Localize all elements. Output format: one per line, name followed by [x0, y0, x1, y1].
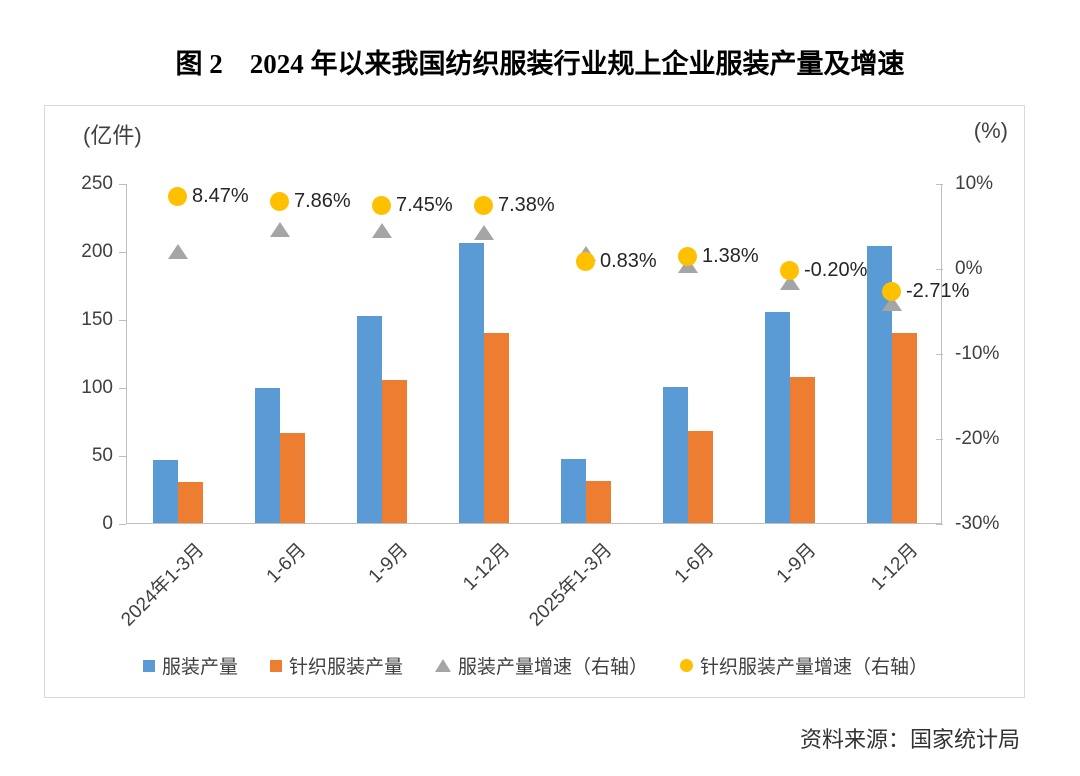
right-axis-tick-label: -10% — [955, 343, 1000, 364]
bar-apparel-output — [561, 459, 586, 523]
legend-label-knitted-growth: 针织服装产量增速（右轴） — [700, 657, 929, 678]
right-axis-tick-label: -30% — [955, 513, 1000, 534]
left-axis-tick-label: 0 — [102, 513, 113, 534]
knitted-growth-circle-marker — [678, 247, 697, 267]
knitted-growth-data-label: 7.38% — [498, 194, 555, 217]
left-axis-tick — [119, 251, 126, 253]
knitted-growth-data-label: -0.20% — [804, 258, 868, 281]
bar-apparel-output — [663, 387, 688, 523]
bar-knitted-output — [382, 380, 407, 523]
chart-panel: (亿件) (%) 250 200 150 100 50 0 10% 0% -10% -20% -30… — [44, 105, 1025, 698]
apparel-growth-triangle-marker — [474, 225, 494, 241]
left-axis-tick-label: 150 — [81, 309, 113, 330]
legend: 服装产量 针织服装产量 服装产量增速（右轴） 针织服装产量增速（右轴） — [45, 652, 1026, 679]
right-axis-tick — [936, 438, 943, 440]
right-axis-tick — [936, 183, 943, 185]
gray-triangle-icon — [435, 659, 451, 672]
left-axis-tick-label: 100 — [81, 377, 113, 398]
data-source-note: 资料来源：国家统计局 — [799, 727, 1020, 752]
bar-knitted-output — [586, 480, 611, 523]
apparel-growth-triangle-marker — [372, 222, 392, 238]
right-axis-unit: (%) — [973, 118, 1008, 143]
knitted-growth-circle-marker — [372, 195, 391, 215]
legend-item-apparel-growth: 服装产量增速（右轴） — [435, 652, 648, 679]
bar-knitted-output — [484, 332, 509, 523]
knitted-growth-data-label: 8.47% — [192, 185, 249, 207]
left-axis-tick — [119, 183, 126, 185]
apparel-growth-triangle-marker — [168, 244, 188, 259]
right-axis-tick — [936, 523, 943, 525]
bar-apparel-output — [459, 242, 484, 523]
bar-knitted-output — [280, 433, 305, 523]
left-axis-tick — [119, 455, 126, 457]
left-axis-tick-label: 250 — [81, 173, 113, 194]
left-axis-tick — [119, 387, 126, 389]
figure-title: 图 2 2024 年以来我国纺织服装行业规上企业服装产量及增速 — [175, 49, 905, 79]
bar-knitted-output — [688, 430, 713, 523]
knitted-growth-circle-marker — [576, 251, 595, 271]
bar-apparel-output — [765, 312, 790, 523]
plot-area: 250 200 150 100 50 0 10% 0% -10% -20% -30% 8.47% 7.8… — [81, 173, 999, 631]
bar-apparel-output — [153, 460, 178, 523]
knitted-growth-data-label: -2.71% — [906, 280, 970, 303]
bar-knitted-output — [892, 332, 917, 523]
legend-item-knitted-growth: 针织服装产量增速（右轴） — [680, 652, 928, 679]
knitted-growth-data-label: 0.83% — [600, 249, 657, 272]
orange-square-icon — [269, 659, 282, 672]
legend-label-knitted-output: 针织服装产量 — [288, 657, 403, 678]
blue-square-icon — [142, 659, 155, 672]
x-axis-category-label: 2024年1-3月 — [117, 539, 209, 631]
knitted-growth-circle-marker — [882, 282, 901, 302]
x-axis-category-label: 1-6月 — [262, 539, 311, 588]
yellow-circle-icon — [680, 659, 694, 672]
bar-knitted-output — [790, 377, 815, 523]
bar-knitted-output — [178, 482, 203, 523]
legend-label-apparel-output: 服装产量 — [161, 657, 238, 678]
legend-item-apparel-output: 服装产量 — [142, 652, 238, 679]
knitted-growth-circle-marker — [270, 192, 289, 212]
x-axis-category-label: 2025年1-3月 — [525, 539, 617, 631]
left-axis-tick — [119, 319, 126, 321]
legend-item-knitted-output: 针织服装产量 — [269, 652, 403, 679]
left-axis-tick-label: 200 — [81, 241, 113, 262]
x-axis-category-label: 1-6月 — [670, 539, 719, 588]
knitted-growth-circle-marker — [474, 196, 493, 216]
x-axis-category-label: 1-12月 — [867, 539, 923, 595]
knitted-growth-circle-marker — [168, 187, 187, 206]
knitted-growth-data-label: 7.45% — [396, 193, 453, 216]
right-axis-tick — [936, 353, 943, 355]
x-axis-category-label: 1-9月 — [364, 539, 413, 588]
knitted-growth-circle-marker — [780, 260, 799, 280]
right-axis-tick — [936, 268, 943, 270]
right-axis-tick-label: 10% — [955, 173, 994, 194]
left-axis-unit: (亿件) — [83, 123, 142, 148]
legend-label-apparel-growth: 服装产量增速（右轴） — [458, 657, 649, 678]
knitted-growth-data-label: 7.86% — [294, 190, 351, 213]
knitted-growth-data-label: 1.38% — [702, 245, 759, 268]
x-axis-category-label: 1-9月 — [772, 539, 821, 588]
right-axis-tick-label: 0% — [955, 258, 983, 279]
bar-apparel-output — [255, 388, 280, 523]
bar-apparel-output — [357, 316, 382, 523]
apparel-growth-triangle-marker — [270, 221, 290, 237]
right-axis-tick-label: -20% — [955, 428, 1000, 449]
left-axis-tick-label: 50 — [91, 445, 113, 466]
left-axis-tick — [119, 523, 126, 525]
x-axis-category-label: 1-12月 — [459, 539, 515, 595]
